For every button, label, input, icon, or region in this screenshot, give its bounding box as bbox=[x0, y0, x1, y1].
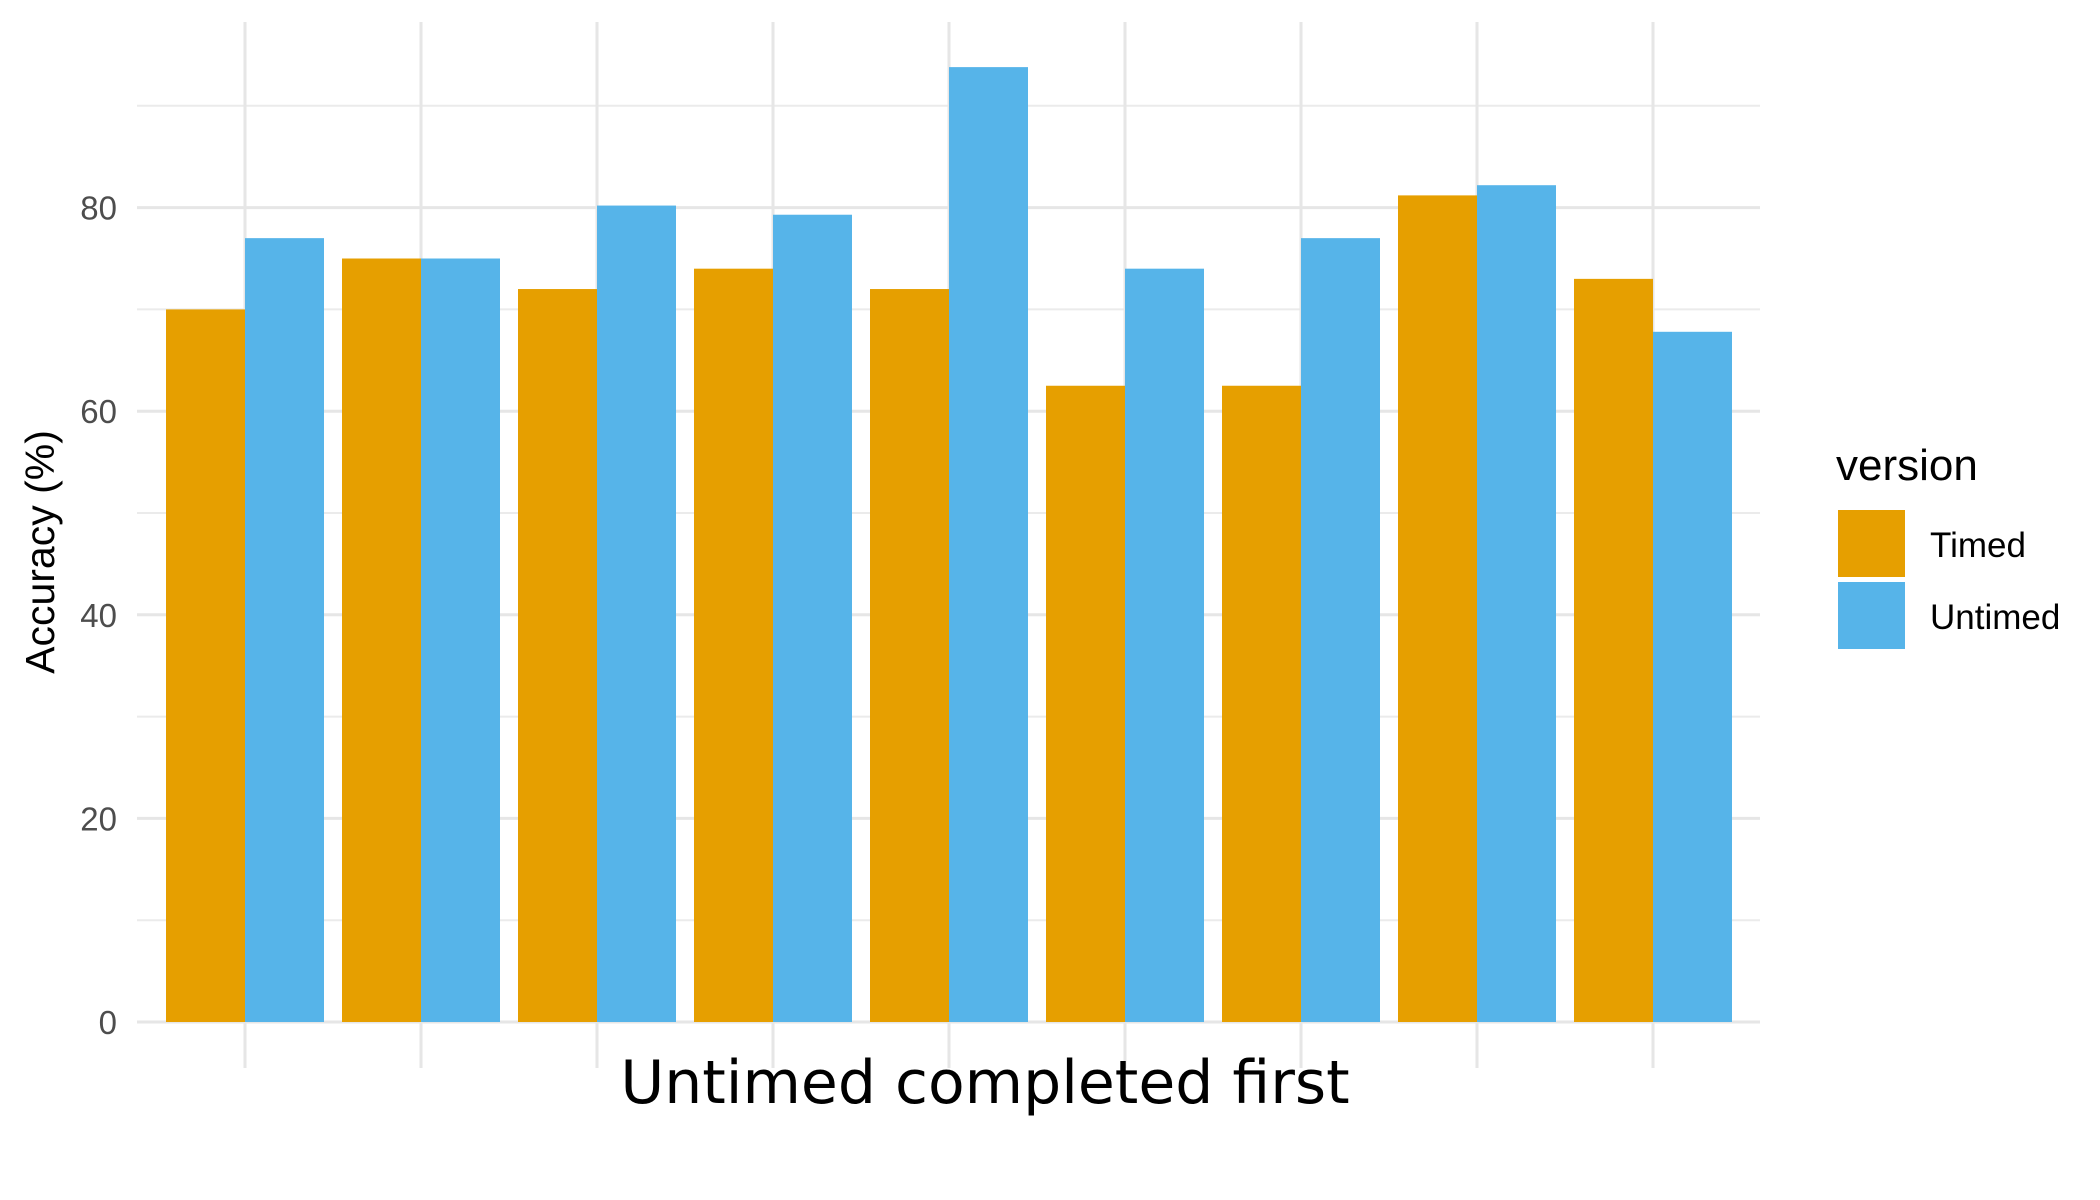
legend-label-timed: Timed bbox=[1930, 526, 2026, 565]
bar-untimed-7 bbox=[1301, 238, 1380, 1022]
legend-swatch-untimed bbox=[1838, 582, 1905, 649]
bar-timed-1 bbox=[166, 309, 245, 1022]
legend-swatch-timed bbox=[1838, 510, 1905, 577]
bar-untimed-4 bbox=[773, 214, 852, 1022]
bar-timed-6 bbox=[1046, 385, 1125, 1022]
bars bbox=[166, 67, 1732, 1023]
bar-untimed-9 bbox=[1653, 331, 1732, 1022]
x-axis-title: Untimed completed first bbox=[620, 1048, 1349, 1118]
bar-timed-8 bbox=[1398, 195, 1477, 1022]
bar-timed-5 bbox=[870, 289, 949, 1022]
bar-untimed-5 bbox=[949, 67, 1028, 1023]
legend: version Timed Untimed bbox=[1836, 441, 2060, 649]
legend-label-untimed: Untimed bbox=[1930, 598, 2060, 637]
bar-untimed-3 bbox=[597, 205, 676, 1023]
bar-untimed-8 bbox=[1477, 185, 1556, 1023]
bar-untimed-1 bbox=[245, 238, 324, 1022]
bar-untimed-6 bbox=[1125, 268, 1204, 1022]
y-tick-label: 80 bbox=[80, 190, 117, 227]
y-tick-label: 60 bbox=[80, 393, 117, 430]
bar-timed-4 bbox=[694, 268, 773, 1022]
y-tick-label: 0 bbox=[99, 1004, 117, 1041]
bar-timed-3 bbox=[518, 289, 597, 1022]
y-axis-title: Accuracy (%) bbox=[17, 430, 63, 674]
bar-untimed-2 bbox=[421, 258, 500, 1022]
bar-timed-9 bbox=[1574, 278, 1653, 1022]
y-tick-label: 40 bbox=[80, 597, 117, 634]
bar-timed-2 bbox=[342, 258, 421, 1022]
y-tick-labels: 0 20 40 60 80 bbox=[80, 190, 117, 1041]
legend-title: version bbox=[1836, 441, 1978, 490]
bar-timed-7 bbox=[1222, 385, 1301, 1022]
y-tick-label: 20 bbox=[80, 800, 117, 837]
